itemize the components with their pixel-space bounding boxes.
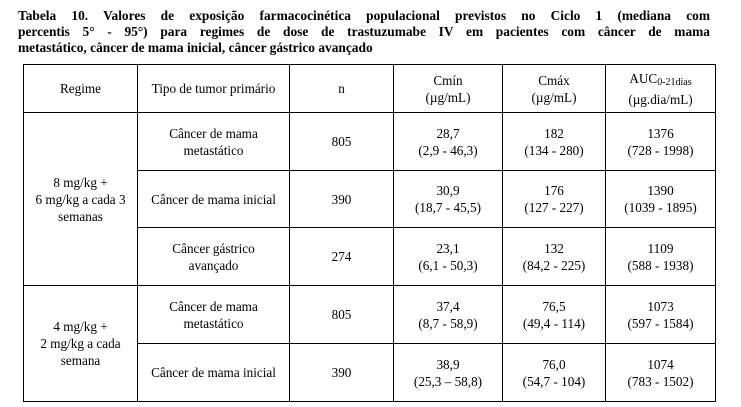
cmin-cell: 23,1 (6,1 - 50,3) [393, 227, 503, 286]
auc-cell: 1073 (597 - 1584) [605, 285, 716, 344]
tumor-cell: Câncer de mama metastático [137, 285, 290, 344]
auc-cell: 1376 (728 - 1998) [605, 112, 716, 171]
table-caption: Tabela 10. Valores de exposição farmacoc… [18, 8, 710, 56]
table-row: 8 mg/kg + 6 mg/kg a cada 3 semanas Cânce… [23, 112, 716, 286]
table-row: Câncer de mama inicial 390 38,9 (25,3 – … [24, 343, 716, 402]
auc-cell: 1074 (783 - 1502) [605, 343, 716, 402]
cmin-cell: 28,7 (2,9 - 46,3) [393, 112, 503, 171]
header-auc: AUC0-21dias (µg.dia/mL) [605, 64, 716, 113]
header-n: n [289, 64, 394, 113]
table-header-row: Regime Tipo de tumor primário n Cmín (µg… [23, 64, 716, 113]
n-cell: 805 [289, 285, 394, 344]
cmax-cell: 132 (84,2 - 225) [502, 227, 606, 286]
cmax-cell: 76,5 (49,4 - 114) [502, 285, 606, 344]
caption-line-3: metastático, câncer de mama inicial, cân… [18, 40, 373, 55]
cmin-cell: 37,4 (8,7 - 58,9) [393, 285, 503, 344]
header-cmax: Cmáx (µg/mL) [502, 64, 606, 113]
header-tumor-type: Tipo de tumor primário [137, 64, 290, 113]
tumor-cell: Câncer de mama inicial [137, 343, 290, 402]
cmax-cell: 176 (127 - 227) [502, 170, 606, 228]
pk-exposure-table: Regime Tipo de tumor primário n Cmín (µg… [23, 64, 716, 402]
cmax-cell: 76,0 (54,7 - 104) [502, 343, 606, 402]
auc-cell: 1390 (1039 - 1895) [605, 170, 716, 228]
n-cell: 390 [289, 170, 394, 228]
regime-cell-2: 4 mg/kg + 2 mg/kg a cada semana [23, 285, 138, 402]
table-row: Câncer de mama inicial 390 30,9 (18,7 - … [24, 170, 716, 228]
n-cell: 805 [289, 112, 394, 171]
regime-cell-1: 8 mg/kg + 6 mg/kg a cada 3 semanas [23, 112, 138, 286]
tumor-cell: Câncer de mama metastático [137, 112, 290, 171]
cmin-cell: 38,9 (25,3 – 58,8) [393, 343, 503, 402]
header-cmin: Cmín (µg/mL) [393, 64, 503, 113]
table-row: 4 mg/kg + 2 mg/kg a cada semana Câncer d… [23, 285, 716, 402]
tumor-cell: Câncer de mama inicial [137, 170, 290, 228]
cmax-cell: 182 (134 - 280) [502, 112, 606, 171]
caption-line-1: Tabela 10. Valores de exposição farmacoc… [18, 8, 710, 23]
table-row: Câncer gástrico avançado 274 23,1 (6,1 -… [24, 227, 716, 286]
caption-line-2: percentis 5° - 95°) para regimes de dose… [18, 24, 710, 39]
n-cell: 274 [289, 227, 394, 286]
cmin-cell: 30,9 (18,7 - 45,5) [393, 170, 503, 228]
auc-cell: 1109 (588 - 1938) [605, 227, 716, 286]
n-cell: 390 [289, 343, 394, 402]
header-regime: Regime [23, 64, 138, 113]
tumor-cell: Câncer gástrico avançado [137, 227, 290, 286]
